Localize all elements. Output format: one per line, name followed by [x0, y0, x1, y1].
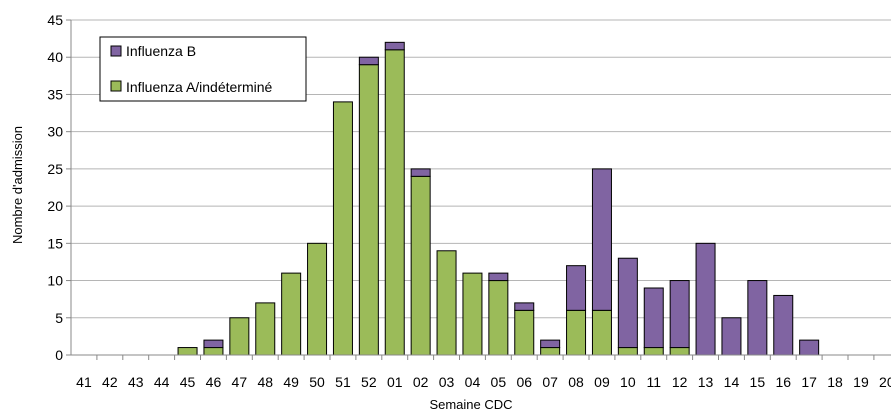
y-tick-label: 0	[55, 347, 63, 363]
x-tick-label: 47	[232, 374, 248, 390]
y-tick-label: 40	[47, 49, 63, 65]
x-tick-label: 15	[750, 374, 766, 390]
bar-influenza-a	[332, 101, 353, 356]
bar-influenza-b	[643, 287, 664, 349]
bar-influenza-a	[436, 250, 457, 356]
x-tick-labels: 41 42 43 44 45 46 47 48 49 50 51 52 01 02 03 04 05 06 07 08…	[76, 355, 891, 390]
x-tick-label: 52	[361, 374, 377, 390]
y-axis-label: Nombre d'admission	[10, 126, 25, 244]
x-tick-label: 18	[827, 374, 843, 390]
bar-influenza-a	[566, 309, 587, 356]
bar-influenza-a	[669, 347, 690, 356]
x-tick-label: 05	[491, 374, 507, 390]
y-tick-label: 30	[47, 124, 63, 140]
bar-influenza-a	[307, 242, 328, 356]
legend-label-influenza-a: Influenza A/indéterminé	[126, 79, 273, 95]
legend-box	[99, 36, 307, 102]
bar-influenza-a	[514, 309, 535, 356]
bar-influenza-a	[643, 347, 664, 356]
x-tick-label: 46	[206, 374, 222, 390]
x-tick-label: 44	[154, 374, 170, 390]
x-tick-label: 50	[309, 374, 325, 390]
x-tick-label: 48	[257, 374, 273, 390]
legend-label-influenza-b: Influenza B	[126, 43, 196, 59]
x-tick-label: 07	[542, 374, 558, 390]
x-tick-label: 43	[128, 374, 144, 390]
x-tick-label: 20	[879, 374, 891, 390]
bar-influenza-a	[410, 175, 431, 356]
bar-influenza-b	[721, 317, 742, 356]
y-tick-labels: 0 5 10 15 20 25 30 35 40 45	[47, 12, 71, 363]
bar-influenza-b	[203, 339, 224, 349]
x-tick-label: 01	[387, 374, 403, 390]
y-tick-label: 25	[47, 161, 63, 177]
bar-influenza-b	[566, 265, 587, 311]
bar-influenza-b	[773, 294, 794, 356]
x-tick-label: 14	[724, 374, 740, 390]
y-tick-label: 35	[47, 86, 63, 102]
axes	[70, 20, 891, 356]
x-tick-label: 16	[775, 374, 791, 390]
x-tick-label: 41	[76, 374, 92, 390]
bar-influenza-a	[617, 347, 638, 356]
bar-influenza-b	[384, 41, 405, 51]
x-tick-label: 08	[568, 374, 584, 390]
bar-influenza-b	[669, 280, 690, 349]
bar-influenza-a	[488, 280, 509, 356]
bar-influenza-b	[799, 339, 820, 356]
bar-influenza-b	[695, 242, 716, 356]
y-tick-label: 20	[47, 198, 63, 214]
bar-influenza-a	[591, 309, 612, 356]
y-tick-label: 10	[47, 273, 63, 289]
bar-influenza-a	[540, 347, 561, 356]
x-tick-label: 11	[646, 374, 661, 390]
x-tick-label: 17	[801, 374, 817, 390]
y-tick-label: 5	[55, 310, 63, 326]
x-tick-label: 10	[620, 374, 636, 390]
x-tick-label: 45	[180, 374, 196, 390]
legend-swatch-influenza-b	[110, 45, 122, 57]
x-axis-label: Semaine CDC	[429, 397, 512, 412]
x-tick-label: 06	[516, 374, 532, 390]
bar-influenza-a	[177, 347, 198, 356]
bar-influenza-b	[540, 339, 561, 349]
bar-influenza-a	[281, 272, 302, 356]
y-tick-label: 45	[47, 12, 63, 28]
x-tick-label: 19	[853, 374, 869, 390]
bar-influenza-b	[617, 257, 638, 349]
legend-swatch-influenza-a	[110, 80, 122, 92]
bar-influenza-b	[358, 56, 379, 66]
bar-influenza-b	[488, 272, 509, 282]
bar-influenza-a	[358, 64, 379, 356]
x-tick-label: 51	[335, 374, 351, 390]
bar-influenza-a	[255, 302, 276, 356]
bar-influenza-b	[410, 168, 431, 177]
bar-influenza-b	[514, 302, 535, 311]
x-tick-label: 03	[439, 374, 455, 390]
bar-influenza-b	[747, 280, 768, 356]
x-tick-label: 42	[102, 374, 118, 390]
bar-influenza-a	[203, 347, 224, 356]
bar-influenza-a	[229, 317, 250, 356]
x-tick-label: 02	[413, 374, 429, 390]
x-tick-label: 49	[283, 374, 299, 390]
x-tick-label: 09	[594, 374, 610, 390]
legend: Influenza B Influenza A/indéterminé	[99, 36, 307, 102]
bar-influenza-a	[462, 272, 483, 356]
x-tick-label: 13	[698, 374, 714, 390]
y-tick-label: 15	[47, 235, 63, 251]
x-tick-label: 12	[672, 374, 688, 390]
x-tick-label: 04	[465, 374, 481, 390]
bar-influenza-b	[591, 168, 612, 311]
bar-influenza-a	[384, 49, 405, 356]
